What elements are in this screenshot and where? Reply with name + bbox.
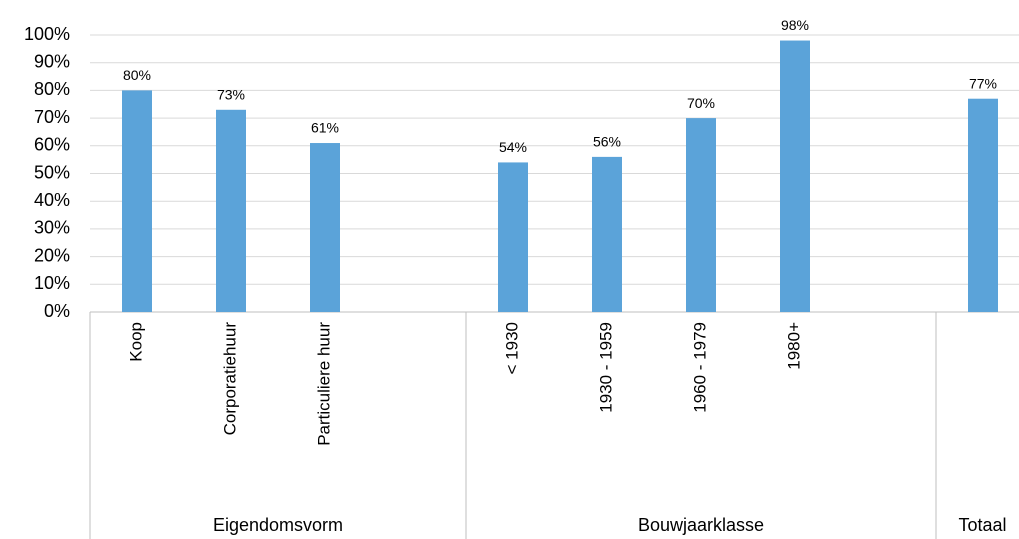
data-label: 77% (969, 75, 997, 91)
y-tick-label: 90% (34, 51, 70, 71)
bar (216, 109, 246, 312)
y-tick-label: 80% (34, 79, 70, 99)
bar (780, 40, 810, 312)
bar (686, 118, 716, 312)
data-label: 56% (593, 134, 621, 150)
x-tick-label: Corporatiehuur (220, 322, 239, 436)
bar (498, 162, 528, 312)
bar (310, 143, 340, 312)
data-label: 80% (123, 67, 151, 83)
x-tick-label: < 1930 (502, 322, 521, 374)
x-tick-label: 1960 - 1979 (690, 322, 709, 413)
y-tick-label: 50% (34, 162, 70, 182)
bar (968, 98, 998, 313)
y-tick-label: 20% (34, 245, 70, 265)
x-tick-label: Particuliere huur (314, 322, 333, 446)
x-tick-label: Koop (126, 322, 145, 362)
y-tick-label: 10% (34, 273, 70, 293)
group-label: Totaal (958, 515, 1006, 535)
y-tick-label: 40% (34, 190, 70, 210)
data-label: 61% (311, 120, 339, 136)
group-label: Eigendomsvorm (213, 515, 343, 535)
y-tick-label: 100% (24, 24, 70, 44)
x-tick-label: 1930 - 1959 (596, 322, 615, 413)
y-tick-label: 60% (34, 135, 70, 155)
y-tick-label: 0% (44, 301, 70, 321)
data-label: 70% (687, 95, 715, 111)
data-label: 54% (499, 139, 527, 155)
bar (122, 90, 152, 313)
data-label: 98% (781, 17, 809, 33)
bar (592, 156, 622, 312)
data-label: 73% (217, 86, 245, 102)
x-tick-label: 1980+ (784, 322, 803, 370)
y-tick-label: 30% (34, 218, 70, 238)
group-label: Bouwjaarklasse (638, 515, 764, 535)
y-tick-label: 70% (34, 107, 70, 127)
